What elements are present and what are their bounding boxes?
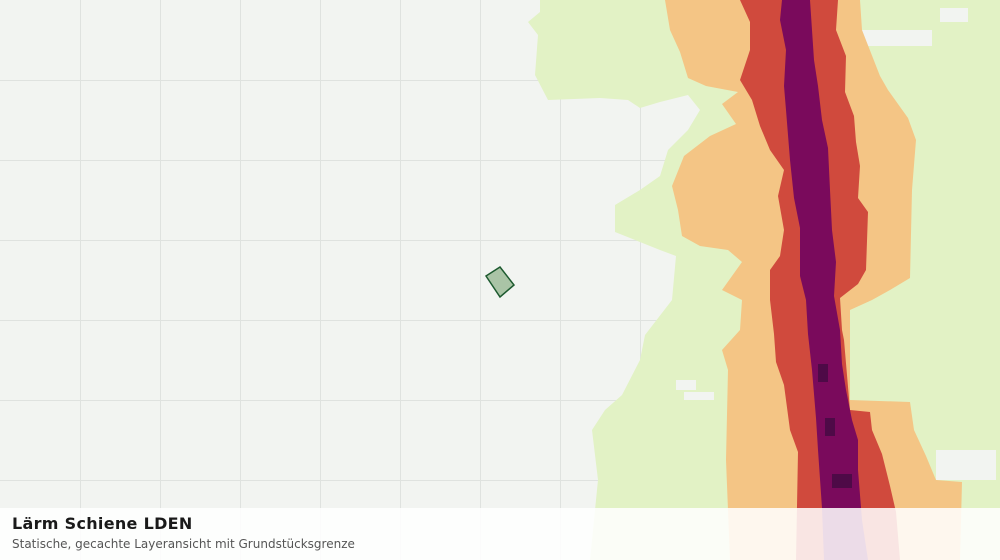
noise-gaps — [676, 8, 996, 480]
caption-title: Lärm Schiene LDEN — [12, 514, 193, 533]
extreme-spot — [818, 364, 828, 382]
gap — [936, 450, 996, 480]
caption-bar: Lärm Schiene LDEN Statische, gecachte La… — [0, 508, 1000, 560]
noise-zone-very-high — [780, 0, 868, 560]
noise-zone-extreme — [818, 364, 852, 488]
extreme-spot — [825, 418, 835, 436]
gap — [676, 380, 696, 390]
parcel-boundary — [484, 265, 516, 299]
gap — [940, 8, 968, 22]
caption-subtitle: Statische, gecachte Layeransicht mit Gru… — [12, 537, 355, 551]
gap — [862, 30, 932, 46]
extreme-spot — [832, 474, 852, 488]
gap — [684, 392, 714, 400]
